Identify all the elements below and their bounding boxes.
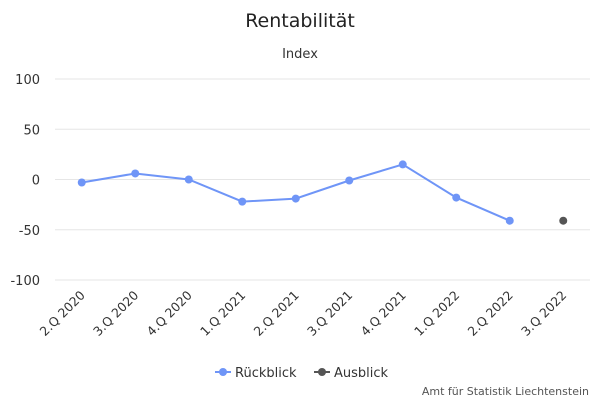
series-group — [77, 160, 514, 225]
series-line — [81, 163, 511, 222]
data-point[interactable] — [452, 193, 461, 202]
data-point[interactable] — [398, 160, 407, 169]
chart-title: Rentabilität — [245, 10, 355, 32]
data-point[interactable] — [291, 194, 300, 203]
gridlines — [55, 78, 590, 281]
x-tick-label: 3.Q 2020 — [90, 287, 141, 338]
x-tick-label: 4.Q 2021 — [358, 288, 409, 339]
y-tick-label: -100 — [10, 274, 40, 289]
x-tick-label: 2.Q 2021 — [251, 288, 302, 339]
data-point[interactable] — [559, 216, 568, 225]
x-tick-label: 1.Q 2021 — [197, 288, 248, 339]
legend-item[interactable]: Rückblick — [215, 366, 297, 381]
data-point[interactable] — [238, 197, 247, 206]
legend-marker — [219, 368, 227, 376]
chart-credit: Amt für Statistik Liechtenstein — [422, 385, 589, 398]
data-point[interactable] — [77, 178, 86, 187]
y-tick-label: 50 — [23, 123, 40, 138]
legend-label: Rückblick — [235, 366, 297, 381]
legend-label: Ausblick — [334, 366, 389, 381]
x-tick-label: 3.Q 2022 — [518, 288, 569, 339]
y-tick-label: 100 — [15, 73, 40, 88]
legend-item[interactable]: Ausblick — [314, 366, 389, 381]
data-point[interactable] — [184, 175, 193, 184]
data-point[interactable] — [131, 169, 140, 178]
x-axis-ticks: 2.Q 2020 3.Q 2020 4.Q 2020 1.Q 2021 2.Q 2021… — [37, 287, 570, 338]
x-tick-label: 4.Q 2020 — [144, 287, 195, 338]
x-tick-label: 2.Q 2020 — [37, 287, 88, 338]
series-group — [559, 216, 568, 225]
y-tick-label: -50 — [19, 224, 40, 239]
series-layer — [77, 160, 568, 225]
x-tick-label: 1.Q 2022 — [411, 288, 462, 339]
y-axis-ticks: 100 50 0 -50 -100 — [10, 73, 40, 289]
data-point[interactable] — [505, 216, 514, 225]
y-tick-label: 0 — [32, 174, 40, 189]
legend: Rückblick Ausblick — [215, 366, 389, 381]
x-tick-label: 3.Q 2021 — [304, 288, 355, 339]
x-tick-label: 2.Q 2022 — [465, 288, 516, 339]
chart-subtitle: Index — [282, 47, 318, 62]
legend-marker — [318, 368, 326, 376]
data-point[interactable] — [345, 176, 354, 185]
